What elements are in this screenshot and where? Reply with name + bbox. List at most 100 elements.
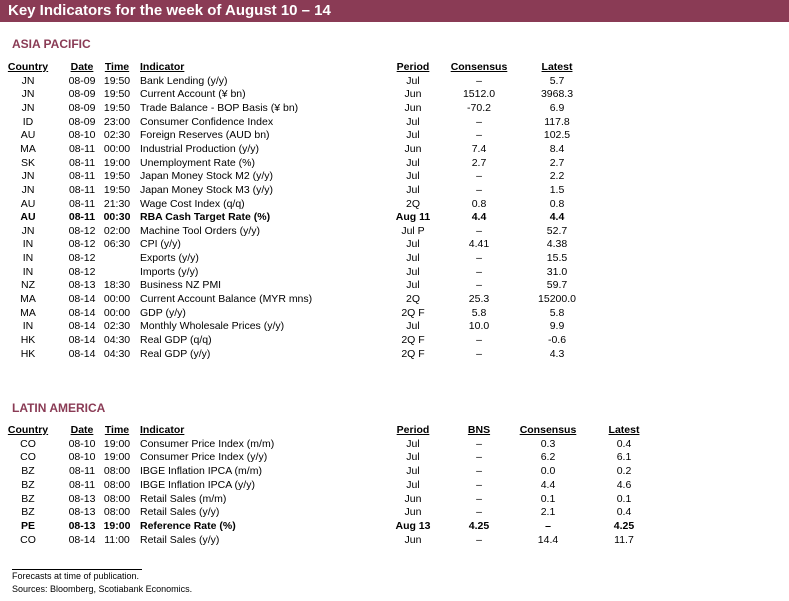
table-cell: 19:00 bbox=[103, 451, 131, 464]
table-cell: 02:30 bbox=[103, 129, 131, 142]
table-cell: 08-14 bbox=[68, 334, 96, 346]
table-cell: 06:30 bbox=[103, 238, 131, 251]
table-cell: Jul P bbox=[401, 224, 425, 237]
table-cell: 52.7 bbox=[546, 224, 568, 237]
table-cell: Consumer Price Index (y/y) bbox=[140, 451, 268, 464]
table-cell: 00:30 bbox=[103, 211, 131, 224]
table-cell: 19:00 bbox=[103, 519, 131, 532]
table-cell: 4.41 bbox=[468, 238, 490, 251]
table-cell: 19:50 bbox=[103, 74, 131, 87]
table-cell: – bbox=[476, 533, 482, 546]
table-cell: 14.4 bbox=[537, 533, 559, 546]
table-cell: 08-11 bbox=[68, 170, 96, 183]
table-cell: Exports (y/y) bbox=[140, 252, 199, 265]
table-cell: Jun bbox=[404, 492, 422, 505]
table-cell: 0.8 bbox=[549, 197, 565, 210]
table-cell: 4.4 bbox=[549, 211, 565, 224]
table-cell: 08-14 bbox=[68, 320, 96, 333]
table-cell: 08-13 bbox=[68, 492, 96, 505]
column-header: Latest bbox=[541, 61, 573, 73]
table-cell: Current Account Balance (MYR mns) bbox=[140, 293, 313, 306]
table-cell: IN bbox=[22, 320, 34, 333]
column-header: Date bbox=[70, 424, 94, 436]
table-cell: 11.7 bbox=[614, 533, 634, 546]
table-cell: 117.8 bbox=[544, 115, 570, 128]
table-cell: 6.1 bbox=[616, 451, 632, 464]
table-cell: MA bbox=[20, 293, 36, 306]
table-cell: 08-14 bbox=[68, 306, 96, 319]
table-cell: 9.9 bbox=[549, 320, 565, 333]
table-cell: 3968.3 bbox=[540, 88, 574, 101]
table-cell: – bbox=[476, 115, 482, 128]
table-cell: IBGE Inflation IPCA (m/m) bbox=[140, 465, 262, 478]
table-cell: – bbox=[476, 506, 482, 519]
table-cell: NZ bbox=[21, 279, 35, 292]
banner: Key Indicators for the week of August 10… bbox=[0, 0, 789, 22]
table-cell: – bbox=[476, 334, 482, 346]
table-cell: 08-12 bbox=[68, 224, 96, 237]
table-cell: Retail Sales (y/y) bbox=[140, 506, 220, 519]
table-cell: Jun bbox=[404, 506, 422, 519]
table-cell: MA bbox=[20, 142, 36, 155]
table-cell: JN bbox=[21, 101, 35, 114]
table-cell: – bbox=[476, 437, 482, 450]
footnote: Forecasts at time of publication. bbox=[12, 571, 140, 581]
table-cell: – bbox=[476, 451, 482, 464]
table-cell: IN bbox=[22, 252, 34, 265]
table-cell: Jul bbox=[406, 437, 420, 450]
table-cell: 08-14 bbox=[68, 533, 96, 546]
table-cell: 08-10 bbox=[68, 451, 96, 464]
section-title: ASIA PACIFIC bbox=[12, 37, 91, 51]
table-cell: 102.5 bbox=[543, 129, 571, 142]
table-cell: 00:00 bbox=[103, 142, 131, 155]
column-header: Period bbox=[396, 61, 430, 73]
table-cell: 19:50 bbox=[103, 183, 131, 196]
table-cell: 00:00 bbox=[103, 306, 131, 319]
table-cell: 23:00 bbox=[103, 115, 131, 128]
table-cell: 8.4 bbox=[549, 142, 565, 155]
table-cell: – bbox=[476, 347, 482, 360]
table-cell: 08-11 bbox=[68, 156, 96, 169]
table-cell: ID bbox=[22, 115, 34, 128]
table-cell: 18:30 bbox=[103, 279, 131, 292]
table-cell: Jun bbox=[404, 533, 422, 546]
column-header: Period bbox=[396, 424, 430, 436]
table-cell: IN bbox=[22, 238, 34, 251]
table-cell: 1512.0 bbox=[462, 88, 496, 101]
table-cell: 19:50 bbox=[103, 170, 131, 183]
footnote-rule bbox=[12, 569, 142, 570]
table-cell: 08-11 bbox=[68, 183, 96, 196]
table-cell: Jul bbox=[406, 252, 420, 265]
table-cell: – bbox=[545, 519, 551, 532]
table-cell: AU bbox=[20, 211, 36, 224]
table-cell: 6.9 bbox=[549, 101, 565, 114]
table-cell: 19:50 bbox=[103, 88, 131, 101]
table-cell: 08-13 bbox=[68, 279, 96, 292]
table-cell: 08-13 bbox=[68, 519, 96, 532]
table-cell: 25.3 bbox=[468, 293, 490, 306]
table-cell: 0.8 bbox=[471, 197, 487, 210]
column-header: Date bbox=[70, 61, 94, 73]
table-cell: 08-11 bbox=[68, 478, 96, 491]
table-cell: Business NZ PMI bbox=[140, 279, 222, 292]
table-cell: 0.3 bbox=[540, 437, 556, 450]
table-cell: 08-09 bbox=[68, 88, 96, 101]
table-cell: – bbox=[476, 478, 482, 491]
table-cell: – bbox=[476, 74, 482, 87]
table-cell: Bank Lending (y/y) bbox=[140, 74, 228, 87]
table-cell: Jun bbox=[404, 142, 422, 155]
page-title: Key Indicators for the week of August 10… bbox=[8, 2, 331, 19]
table-cell: 2Q F bbox=[401, 334, 425, 346]
table-cell: 2Q bbox=[405, 293, 420, 306]
table-cell: 4.4 bbox=[540, 478, 556, 491]
table-cell: Real GDP (q/q) bbox=[140, 334, 212, 346]
table-cell: 2Q F bbox=[401, 347, 425, 360]
table-cell: BZ bbox=[21, 465, 35, 478]
table-cell: 08-11 bbox=[68, 197, 96, 210]
table-cell: 11:00 bbox=[104, 533, 130, 546]
table-cell: 4.25 bbox=[468, 519, 490, 532]
table-cell: 4.38 bbox=[546, 238, 568, 251]
table-cell: 08:00 bbox=[103, 478, 131, 491]
table-cell: 08-11 bbox=[68, 465, 96, 478]
table-cell: 19:00 bbox=[103, 156, 131, 169]
